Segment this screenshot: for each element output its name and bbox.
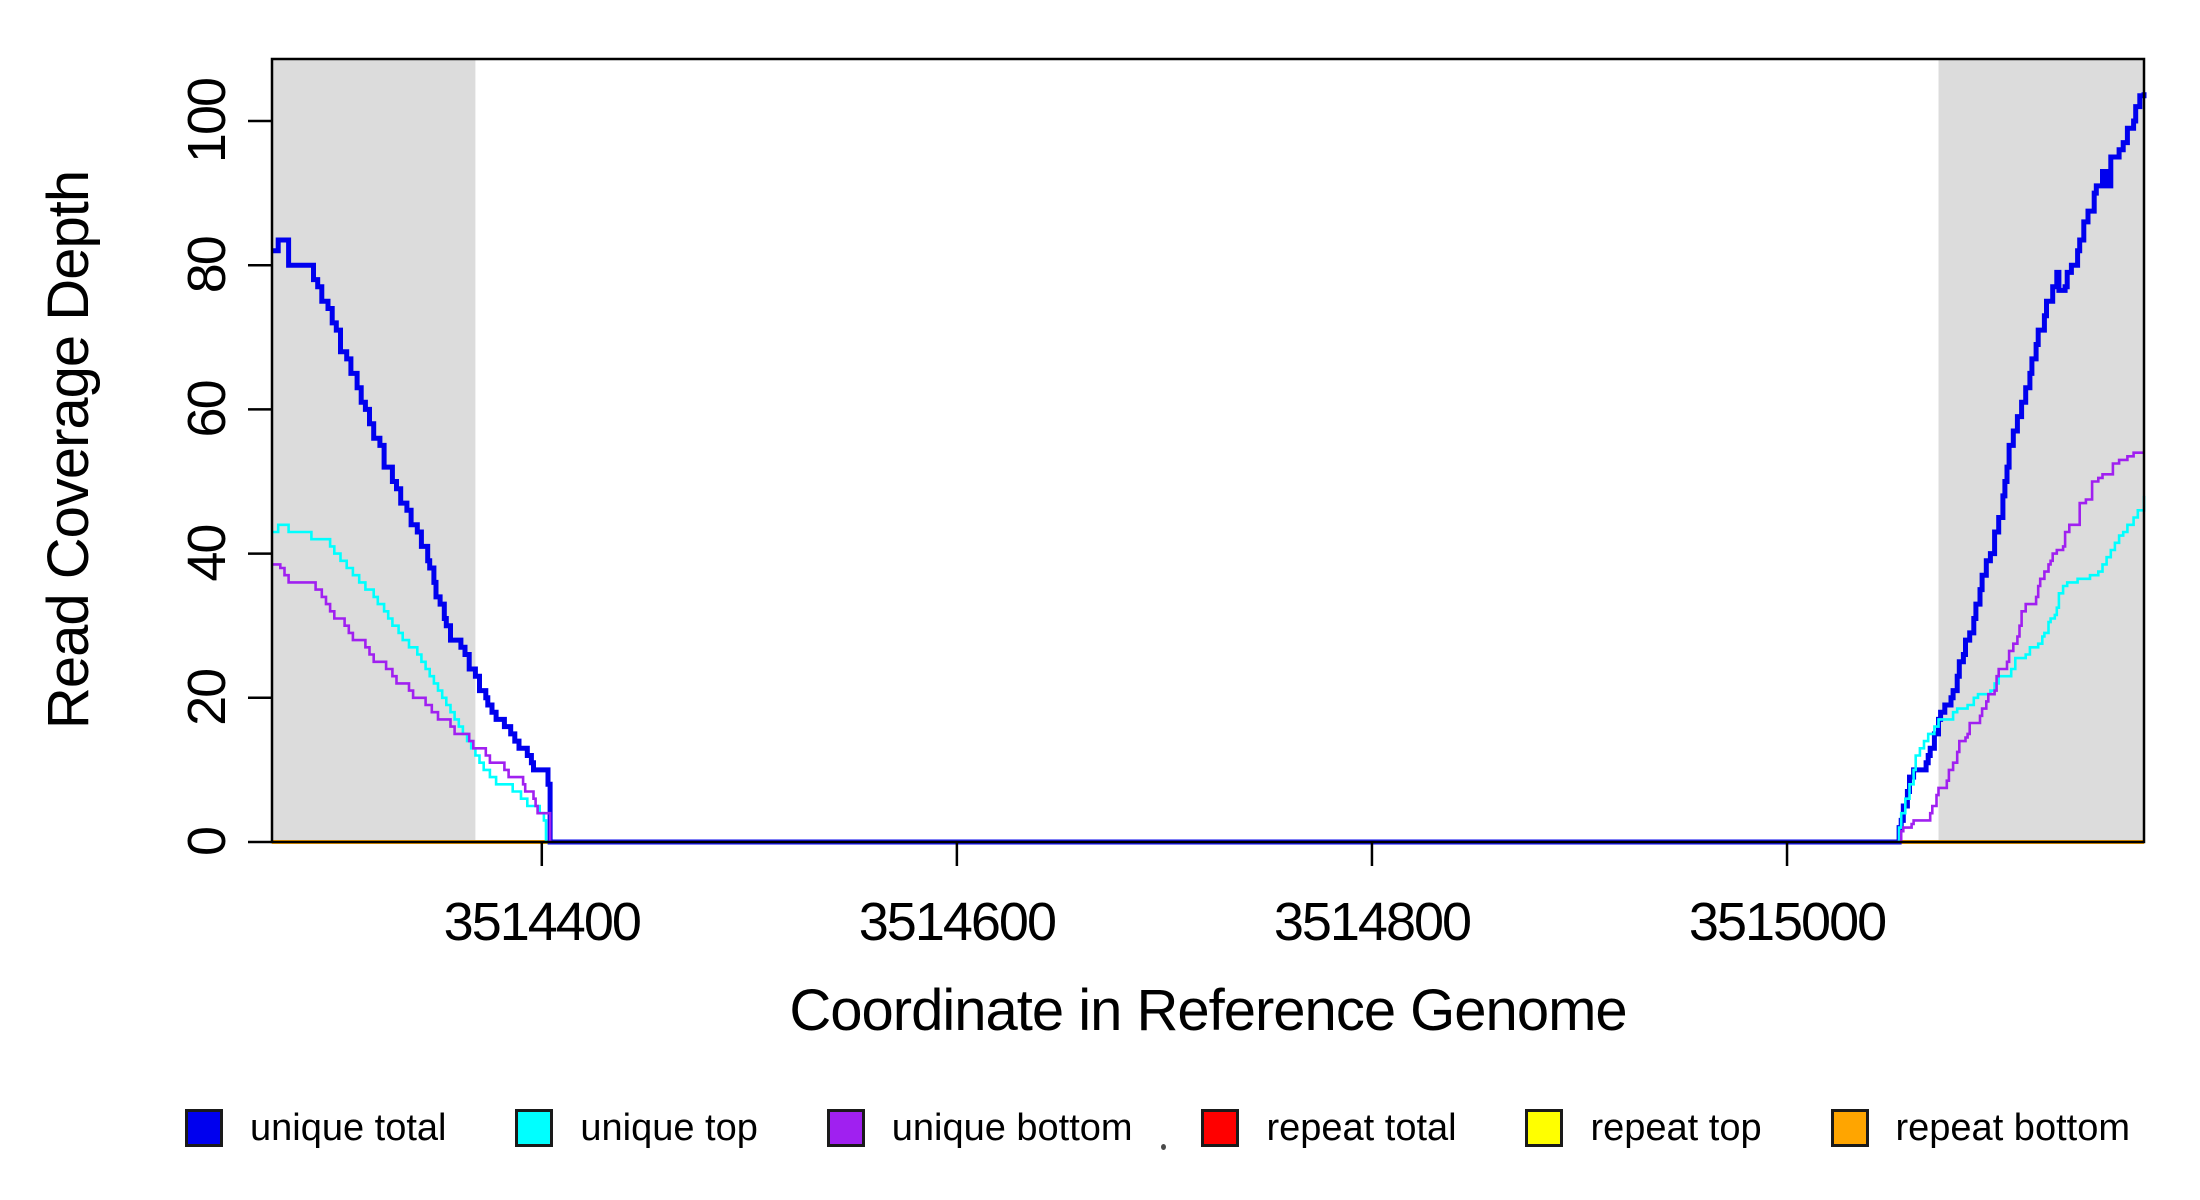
legend-item-unique-top: unique top (515, 1107, 758, 1150)
series-unique-bottom (272, 451, 2144, 844)
legend-label-repeat-top: repeat top (1590, 1106, 1762, 1149)
unique-total-swatch-icon (185, 1109, 223, 1147)
repeat-top-swatch-icon (1525, 1109, 1564, 1147)
legend-label-repeat-bottom: repeat bottom (1895, 1106, 2130, 1149)
y-tick-label: 80 (177, 237, 237, 293)
unique-bottom-swatch-icon (826, 1109, 865, 1147)
legend-label-unique-bottom: unique bottom (891, 1106, 1133, 1149)
repeat-bottom-swatch-icon (1830, 1109, 1869, 1147)
x-tick-label: 3515000 (1689, 892, 1885, 952)
stray-dot (1161, 1144, 1166, 1150)
series-lines (272, 92, 2147, 845)
series-unique-top (272, 495, 2146, 844)
legend: unique total unique top unique bottom repea… (0, 1088, 2200, 1168)
legend-item-unique-bottom: unique bottom (826, 1106, 1133, 1150)
x-axis-title: Coordinate in Reference Genome (789, 978, 1626, 1043)
shaded-regions (272, 59, 2144, 843)
y-tick-label: 0 (177, 828, 237, 856)
legend-item-repeat-top: repeat top (1525, 1106, 1762, 1150)
y-tick-label: 20 (177, 670, 237, 726)
unique-top-swatch-icon (515, 1109, 554, 1147)
x-tick-label: 3514400 (444, 892, 640, 952)
coverage-chart: 3514400 3514600 3514800 3515000 0 20 40 60 80 10… (36, 57, 2147, 1043)
legend-label-unique-top: unique top (580, 1106, 758, 1149)
x-axis-ticks: 3514400 3514600 3514800 3515000 (444, 842, 1887, 952)
legend-item-repeat-bottom: repeat bottom (1830, 1106, 2130, 1150)
y-axis-title: Read Coverage Depth (36, 171, 101, 729)
legend-label-repeat-total: repeat total (1266, 1106, 1457, 1149)
series-unique-total (272, 92, 2147, 845)
shaded-region-right (1938, 59, 2144, 843)
shaded-region-left (272, 59, 476, 843)
legend-item-unique-total: unique total (185, 1107, 447, 1150)
legend-label-unique-total: unique total (250, 1106, 447, 1149)
y-tick-label: 40 (177, 526, 237, 582)
y-tick-label: 100 (177, 79, 237, 163)
y-tick-label: 60 (177, 381, 237, 437)
repeat-total-swatch-icon (1201, 1109, 1240, 1147)
y-axis-ticks: 0 20 40 60 80 100 (177, 79, 272, 856)
x-tick-label: 3514800 (1274, 892, 1470, 952)
x-tick-label: 3514600 (859, 892, 1055, 952)
legend-item-repeat-total: repeat total (1201, 1106, 1457, 1150)
plot-border (270, 57, 2146, 844)
